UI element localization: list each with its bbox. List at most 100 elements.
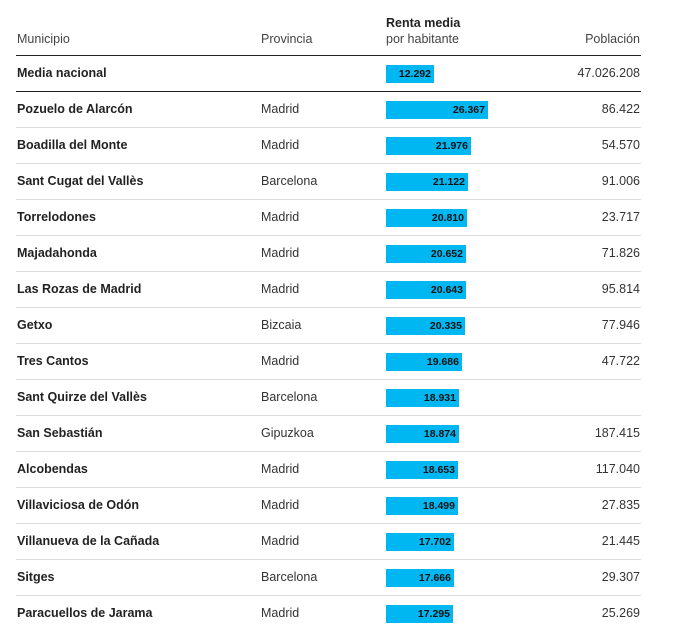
renta-bar-cell: 18.874 <box>386 416 536 451</box>
provincia-name: Madrid <box>261 282 300 296</box>
renta-bar: 21.976 <box>386 137 471 155</box>
table-row: Torrelodones Madrid 20.810 23.717 <box>16 200 641 236</box>
municipio-name: Alcobendas <box>17 462 88 476</box>
poblacion-value: 27.835 <box>601 498 640 512</box>
renta-bar: 26.367 <box>386 101 488 119</box>
renta-bar-cell: 17.295 <box>386 596 536 631</box>
poblacion-value: 47.722 <box>601 354 640 368</box>
provincia-name: Madrid <box>261 210 300 224</box>
poblacion-value: 117.040 <box>595 462 640 476</box>
renta-bar: 18.653 <box>386 461 458 479</box>
municipio-name: Paracuellos de Jarama <box>17 606 153 620</box>
poblacion-value: 29.307 <box>601 570 640 584</box>
renta-bar-cell: 20.643 <box>386 272 536 307</box>
provincia-name: Madrid <box>261 498 300 512</box>
renta-bar-cell: 26.367 <box>386 92 536 127</box>
poblacion-value: 95.814 <box>601 282 640 296</box>
provincia-name: Madrid <box>261 534 300 548</box>
renta-bar-cell: 18.653 <box>386 452 536 487</box>
poblacion-value: 21.445 <box>601 534 640 548</box>
provincia-name: Gipuzkoa <box>261 426 314 440</box>
table-row: Getxo Bizcaia 20.335 77.946 <box>16 308 641 344</box>
municipio-name: Villanueva de la Cañada <box>17 534 160 548</box>
poblacion-value: 91.006 <box>601 174 640 188</box>
header-poblacion[interactable]: Población <box>585 32 640 46</box>
table-row: Villanueva de la Cañada Madrid 17.702 21… <box>16 524 641 560</box>
renta-bar: 18.499 <box>386 497 458 515</box>
municipio-name: Media nacional <box>17 66 107 80</box>
renta-bar: 20.643 <box>386 281 466 299</box>
renta-bar: 18.931 <box>386 389 459 407</box>
table-row: Boadilla del Monte Madrid 21.976 54.570 <box>16 128 641 164</box>
poblacion-value: 25.269 <box>601 606 640 620</box>
municipio-name: San Sebastián <box>17 426 103 440</box>
municipio-name: Boadilla del Monte <box>17 138 128 152</box>
table-header: Municipio Provincia Renta media por habi… <box>16 0 641 56</box>
provincia-name: Madrid <box>261 138 300 152</box>
renta-bar-cell: 20.652 <box>386 236 536 271</box>
poblacion-value: 187.415 <box>594 426 640 440</box>
renta-bar: 12.292 <box>386 65 434 83</box>
provincia-name: Barcelona <box>261 570 318 584</box>
header-municipio[interactable]: Municipio <box>17 32 70 46</box>
renta-bar: 17.666 <box>386 569 454 587</box>
renta-bar: 17.295 <box>386 605 453 623</box>
renta-bar: 19.686 <box>386 353 462 371</box>
poblacion-value: 23.717 <box>601 210 640 224</box>
renta-bar: 17.702 <box>386 533 454 551</box>
table-row: Villaviciosa de Odón Madrid 18.499 27.83… <box>16 488 641 524</box>
provincia-name: Madrid <box>261 462 300 476</box>
table-row: Majadahonda Madrid 20.652 71.826 <box>16 236 641 272</box>
poblacion-value: 71.826 <box>601 246 640 260</box>
renta-bar-cell: 21.122 <box>386 164 536 199</box>
municipio-name: Sitges <box>17 570 55 584</box>
poblacion-value: 54.570 <box>601 138 640 152</box>
table-row: Sant Cugat del Vallès Barcelona 21.122 9… <box>16 164 641 200</box>
table-row: Tres Cantos Madrid 19.686 47.722 <box>16 344 641 380</box>
renta-bar: 18.874 <box>386 425 459 443</box>
renta-bar-cell: 20.810 <box>386 200 536 235</box>
header-renta-line1: Renta media <box>386 16 461 30</box>
table-row: Sant Quirze del Vallès Barcelona 18.931 <box>16 380 641 416</box>
renta-bar-cell: 17.666 <box>386 560 536 595</box>
municipio-name: Torrelodones <box>17 210 96 224</box>
renta-bar-cell: 21.976 <box>386 128 536 163</box>
table-row: San Sebastián Gipuzkoa 18.874 187.415 <box>16 416 641 452</box>
poblacion-value: 86.422 <box>601 102 640 116</box>
municipio-name: Sant Cugat del Vallès <box>17 174 144 188</box>
table-row: Las Rozas de Madrid Madrid 20.643 95.814 <box>16 272 641 308</box>
renta-bar-cell: 17.702 <box>386 524 536 559</box>
table-row: Pozuelo de Alarcón Madrid 26.367 86.422 <box>16 92 641 128</box>
municipio-name: Getxo <box>17 318 53 332</box>
municipio-name: Tres Cantos <box>17 354 89 368</box>
header-renta[interactable]: Renta media por habitante <box>386 15 460 47</box>
table-row: Paracuellos de Jarama Madrid 17.295 25.2… <box>16 596 641 631</box>
municipio-name: Sant Quirze del Vallès <box>17 390 147 404</box>
poblacion-value: 47.026.208 <box>577 66 640 80</box>
provincia-name: Madrid <box>261 354 300 368</box>
provincia-name: Barcelona <box>261 390 318 404</box>
municipality-rows: Pozuelo de Alarcón Madrid 26.367 86.422 … <box>16 92 641 631</box>
header-renta-line2: por habitante <box>386 32 459 46</box>
table-row: Alcobendas Madrid 18.653 117.040 <box>16 452 641 488</box>
renta-bar: 20.652 <box>386 245 466 263</box>
renta-bar: 20.335 <box>386 317 465 335</box>
renta-bar-cell: 20.335 <box>386 308 536 343</box>
renta-bar-cell: 18.499 <box>386 488 536 523</box>
table-row: Sitges Barcelona 17.666 29.307 <box>16 560 641 596</box>
header-provincia[interactable]: Provincia <box>261 32 313 46</box>
renta-bar-cell: 18.931 <box>386 380 536 415</box>
provincia-name: Madrid <box>261 606 300 620</box>
municipio-name: Majadahonda <box>17 246 97 260</box>
municipio-name: Villaviciosa de Odón <box>17 498 140 512</box>
income-table: Municipio Provincia Renta media por habi… <box>16 0 641 631</box>
provincia-name: Madrid <box>261 102 300 116</box>
renta-bar: 21.122 <box>386 173 468 191</box>
renta-bar: 20.810 <box>386 209 467 227</box>
national-average-row: Media nacional 12.292 47.026.208 <box>16 56 641 92</box>
municipio-name: Pozuelo de Alarcón <box>17 102 133 116</box>
provincia-name: Bizcaia <box>261 318 302 332</box>
poblacion-value: 77.946 <box>601 318 640 332</box>
renta-bar-cell: 12.292 <box>386 56 536 91</box>
municipio-name: Las Rozas de Madrid <box>17 282 142 296</box>
